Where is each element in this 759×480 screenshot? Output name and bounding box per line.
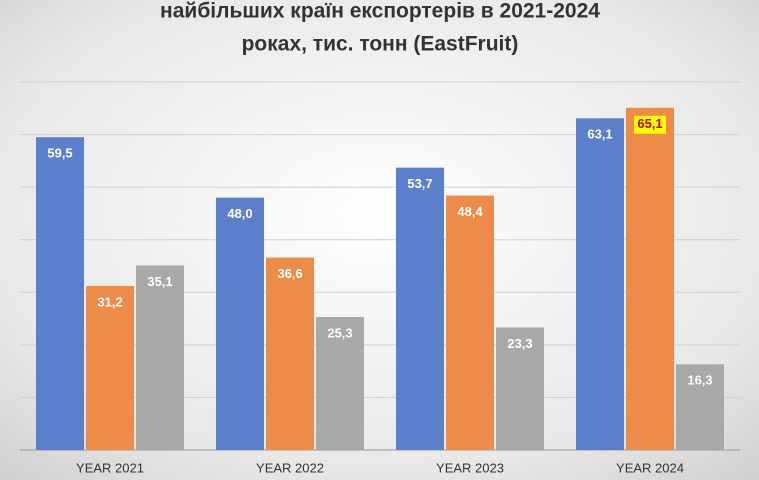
x-tick-label: YEAR 2022 xyxy=(256,460,324,475)
chart-title: роках, тис. тонн (EastFruit) xyxy=(242,33,519,56)
value-label: 48,4 xyxy=(457,204,483,219)
bar xyxy=(676,364,724,450)
bar xyxy=(446,195,494,450)
value-label: 53,7 xyxy=(407,176,432,191)
bar xyxy=(626,107,674,450)
value-label: 48,0 xyxy=(227,206,252,221)
value-label: 23,3 xyxy=(507,336,532,351)
bar xyxy=(316,316,364,450)
value-label: 16,3 xyxy=(687,373,712,388)
value-label: 36,6 xyxy=(277,266,302,281)
chart-title: найбільших країн експортерів в 2021-2024 xyxy=(160,0,600,23)
bar xyxy=(576,118,624,450)
value-label: 63,1 xyxy=(587,127,612,142)
x-tick-label: YEAR 2024 xyxy=(616,460,684,475)
bar xyxy=(496,327,544,450)
value-label: 59,5 xyxy=(47,146,72,161)
bar xyxy=(266,257,314,450)
bar xyxy=(86,285,134,450)
value-label: 31,2 xyxy=(97,294,122,309)
value-label: 35,1 xyxy=(147,274,172,289)
value-label: 65,1 xyxy=(637,116,662,131)
bar xyxy=(396,167,444,451)
value-label: 25,3 xyxy=(327,325,352,340)
x-tick-label: YEAR 2021 xyxy=(76,460,144,475)
bar xyxy=(216,197,264,450)
x-tick-label: YEAR 2023 xyxy=(436,460,504,475)
bar xyxy=(136,265,184,450)
bar xyxy=(36,137,84,450)
label-highlight xyxy=(634,115,666,134)
